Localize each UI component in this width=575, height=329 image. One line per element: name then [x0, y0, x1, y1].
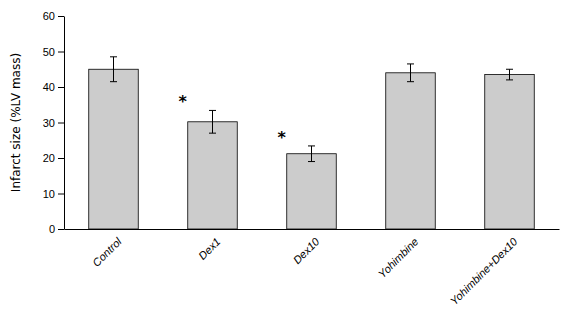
y-tick-mark [58, 123, 64, 124]
y-tick-label: 50 [43, 46, 55, 58]
y-axis-title: Infarct size (%LV mass) [9, 53, 23, 192]
y-tick-mark [58, 16, 64, 17]
x-tick: Yohimbine+Dex10 [448, 235, 520, 307]
x-tick-label: Yohimbine [376, 235, 421, 280]
y-tick: 60 [43, 10, 64, 22]
significance-star: * [179, 92, 188, 111]
marks [89, 57, 535, 229]
error-bar-cap [506, 69, 513, 70]
x-tick-label: Yohimbine+Dex10 [448, 235, 520, 307]
y-tick-label: 0 [49, 223, 55, 235]
error-bar-cap [407, 63, 414, 64]
x-tick-label: Dex10 [291, 235, 323, 267]
y-axis: 0 10 20 30 40 50 60 [43, 10, 65, 235]
error-bar-line [410, 64, 411, 82]
y-tick-mark [58, 194, 64, 195]
error-bar-line [212, 110, 213, 133]
y-tick: 50 [43, 46, 64, 58]
annotations: ** [179, 92, 287, 146]
error-bar [506, 69, 513, 80]
error-bar-cap [209, 133, 216, 134]
y-tick-mark [58, 158, 64, 159]
chart: 0 10 20 30 40 50 60 Control Dex1 Dex10 Yohimbine Yo… [0, 0, 575, 329]
error-bar-cap [308, 145, 315, 146]
error-bar-line [113, 57, 114, 82]
bar [188, 122, 238, 229]
y-tick-label: 40 [43, 81, 55, 93]
y-tick-mark [58, 229, 64, 230]
error-bar-line [509, 69, 510, 80]
error-bar [209, 110, 216, 133]
bar [89, 69, 139, 229]
y-tick: 10 [43, 188, 64, 200]
bar [287, 154, 337, 229]
x-axis: Control Dex1 Dex10 Yohimbine Yohimbine+Dex10 [65, 230, 560, 308]
x-tick: Dex10 [291, 235, 323, 267]
error-bar-line [311, 146, 312, 162]
background [0, 0, 575, 329]
y-tick: 20 [43, 152, 64, 164]
y-tick-label: 60 [43, 10, 55, 22]
plot: 0 10 20 30 40 50 60 Control Dex1 Dex10 Yohimbine Yo… [43, 10, 560, 307]
error-bar-cap [407, 81, 414, 82]
bar [386, 73, 436, 229]
y-tick-mark [58, 87, 64, 88]
error-bar [407, 64, 414, 82]
x-tick: Control [90, 235, 124, 269]
y-tick: 40 [43, 81, 64, 93]
x-axis-line [65, 229, 560, 230]
error-bar-cap [110, 81, 117, 82]
bar [485, 75, 535, 229]
x-tick: Yohimbine [376, 235, 421, 280]
error-bar-cap [506, 79, 513, 80]
y-tick: 0 [49, 223, 64, 235]
significance-star: * [278, 128, 287, 147]
error-bar-cap [110, 56, 117, 57]
y-tick: 30 [43, 117, 64, 129]
error-bar [110, 57, 117, 82]
error-bar-cap [209, 110, 216, 111]
y-axis-line [64, 17, 65, 230]
y-tick-label: 30 [43, 117, 55, 129]
y-tick-label: 10 [43, 188, 55, 200]
y-tick-label: 20 [43, 152, 55, 164]
x-tick-label: Control [90, 235, 124, 269]
x-tick: Dex1 [196, 235, 223, 262]
error-bar [308, 146, 315, 162]
error-bar-cap [308, 161, 315, 162]
y-tick-mark [58, 52, 64, 53]
x-tick-label: Dex1 [196, 235, 223, 262]
